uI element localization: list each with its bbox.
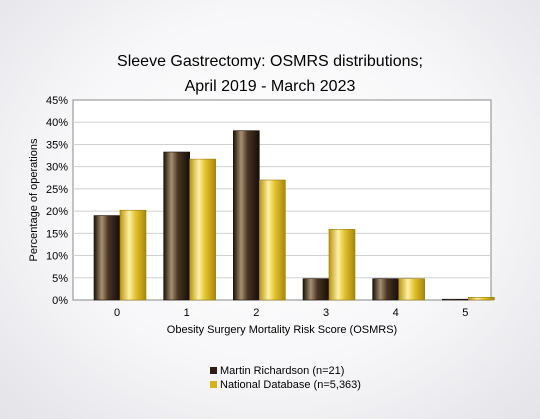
y-axis-title: Percentage of operations bbox=[28, 138, 40, 261]
y-tick-label: 45% bbox=[46, 95, 68, 107]
bar-martin-richardson-osmrs-3 bbox=[302, 278, 330, 301]
bar-martin-richardson-osmrs-0 bbox=[93, 215, 121, 301]
bar-martin-richardson-osmrs-4 bbox=[372, 278, 399, 301]
bar-national-database-osmrs-5 bbox=[468, 297, 495, 301]
y-tick-label: 10% bbox=[46, 251, 68, 263]
legend-label-martin-richardson: Martin Richardson (n=21) bbox=[220, 365, 344, 377]
y-axis-ticks: 0% 5% 10% 15% 20% 25% 30% 35% 40% 45% bbox=[46, 95, 68, 307]
bar-martin-richardson-osmrs-2 bbox=[233, 130, 260, 301]
bar-national-database-osmrs-3 bbox=[328, 229, 356, 301]
x-tick-label: 3 bbox=[323, 307, 329, 319]
bar-national-database-osmrs-4 bbox=[398, 278, 425, 301]
y-tick-label: 5% bbox=[52, 273, 68, 285]
legend-swatch-martin-richardson bbox=[210, 367, 217, 374]
x-axis-ticks: 0 1 2 3 4 5 bbox=[114, 307, 468, 319]
chart-title-line-2: April 2019 - March 2023 bbox=[185, 78, 356, 95]
legend-label-national-database: National Database (n=5,363) bbox=[220, 379, 361, 391]
x-tick-label: 0 bbox=[114, 307, 120, 319]
x-axis-title: Obesity Surgery Mortality Risk Score (OS… bbox=[167, 324, 397, 336]
y-tick-label: 0% bbox=[52, 295, 68, 307]
chart-title-line-1: Sleeve Gastrectomy: OSMRS distributions; bbox=[117, 53, 423, 70]
bar-national-database-osmrs-2 bbox=[259, 179, 286, 301]
legend-swatch-national-database bbox=[210, 381, 217, 388]
y-tick-label: 35% bbox=[46, 139, 68, 151]
bars bbox=[93, 130, 495, 301]
bar-national-database-osmrs-1 bbox=[189, 158, 216, 301]
bar-national-database-osmrs-0 bbox=[119, 209, 147, 301]
bar-martin-richardson-osmrs-1 bbox=[163, 151, 190, 301]
y-tick-label: 20% bbox=[46, 206, 68, 218]
x-tick-label: 5 bbox=[462, 307, 468, 319]
y-tick-label: 25% bbox=[46, 184, 68, 196]
plot-area bbox=[72, 99, 495, 301]
x-tick-label: 1 bbox=[184, 307, 190, 319]
x-tick-label: 2 bbox=[253, 307, 259, 319]
y-tick-label: 30% bbox=[46, 162, 68, 174]
bar-martin-richardson-osmrs-5 bbox=[442, 298, 469, 301]
legend: Martin Richardson (n=21) National Databa… bbox=[210, 365, 361, 391]
y-tick-label: 40% bbox=[46, 117, 68, 129]
y-tick-label: 15% bbox=[46, 228, 68, 240]
x-tick-label: 4 bbox=[393, 307, 399, 319]
